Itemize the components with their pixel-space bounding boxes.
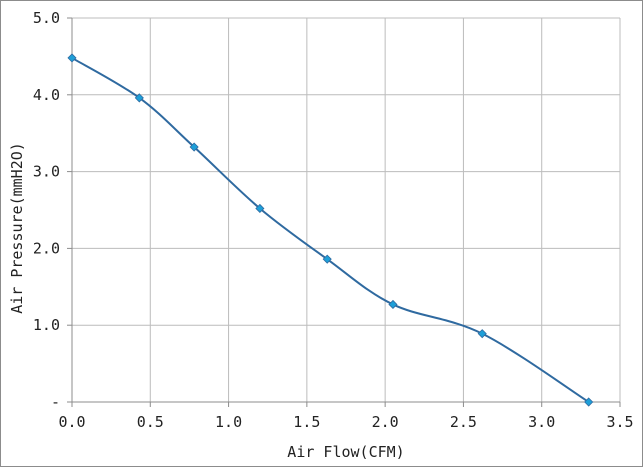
data-point-marker (477, 329, 487, 339)
tick-labels: 0.0 0.5 1.0 1.5 2.0 2.5 3.0 3.5 - 1.0 2.0 3.0 4.0 5.0 (33, 9, 634, 431)
data-point-marker (67, 53, 77, 63)
y-tick-label: 3.0 (33, 163, 60, 181)
x-tick-label: 1.0 (215, 413, 242, 431)
data-point-marker (388, 299, 398, 310)
data-point-marker (134, 93, 144, 103)
grid (72, 17, 621, 402)
x-tick-label: 0.0 (58, 413, 85, 431)
x-tick-label: 3.5 (606, 413, 633, 431)
data-point-marker (322, 254, 332, 264)
data-point-marker (584, 397, 594, 407)
y-axis-title: Air Pressure(mmH2O) (8, 142, 26, 314)
data-point-marker (189, 142, 199, 152)
x-tick-label: 1.5 (293, 413, 320, 431)
x-axis-title: Air Flow(CFM) (287, 443, 404, 461)
y-tick-label: - (51, 393, 60, 411)
series-line (71, 57, 590, 403)
x-tick-label: 2.5 (450, 413, 477, 431)
y-tick-label: 2.0 (33, 239, 60, 257)
y-tick-label: 5.0 (33, 9, 60, 27)
x-tick-label: 2.0 (372, 413, 399, 431)
y-tick-label: 1.0 (33, 316, 60, 334)
x-tick-label: 0.5 (137, 413, 164, 431)
data-point-marker (255, 203, 265, 214)
x-tick-label: 3.0 (528, 413, 555, 431)
y-tick-label: 4.0 (33, 86, 60, 104)
axes (67, 17, 621, 407)
series (67, 53, 594, 407)
